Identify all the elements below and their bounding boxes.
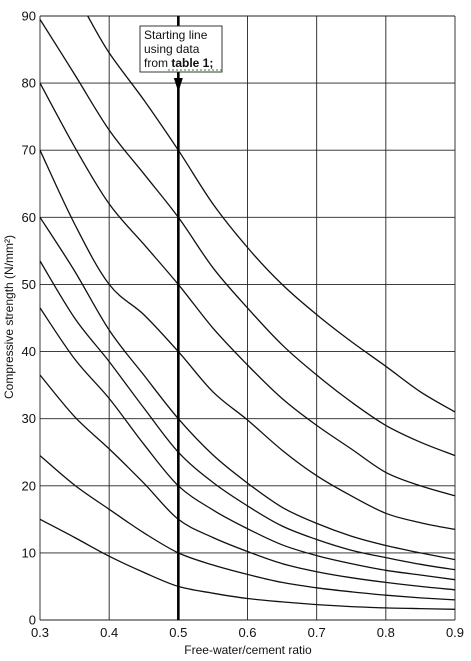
annotation-line-2: using data <box>144 42 200 56</box>
strength-curve-7 <box>39 149 456 531</box>
strength-curve-10 <box>87 15 456 413</box>
annotation-table-reference: table 1; <box>171 56 213 70</box>
x-tick-label: 0.3 <box>31 625 49 640</box>
y-tick-label: 20 <box>22 478 36 493</box>
y-tick-label: 40 <box>22 344 36 359</box>
strength-curves <box>39 15 456 610</box>
y-tick-label: 10 <box>22 545 36 560</box>
strength-curve-2 <box>39 455 456 601</box>
strength-curve-1 <box>39 518 456 610</box>
starting-line <box>173 16 183 620</box>
annotation-prefix: from <box>144 56 171 70</box>
x-tick-label: 0.5 <box>169 625 187 640</box>
strength-curve-3 <box>39 374 456 591</box>
starting-line-arrowhead <box>173 78 183 92</box>
y-axis-label: Compressive strength (N/mm²) <box>2 235 16 399</box>
x-tick-label: 0.8 <box>377 625 395 640</box>
y-tick-label: 90 <box>22 9 36 24</box>
tick-labels: 0.3 0.4 0.5 0.6 0.7 0.8 0.9 0 10 20 30 40 50 60 70 80 90 <box>22 9 465 641</box>
x-axis-label: Free-water/cement ratio <box>184 643 312 657</box>
annotation-line-3: from table 1; <box>144 56 213 70</box>
grid <box>39 15 456 621</box>
strength-curve-6 <box>39 216 456 561</box>
x-tick-label: 0.7 <box>308 625 326 640</box>
annotation-frame <box>139 25 223 73</box>
y-tick-label: 70 <box>22 143 36 158</box>
x-tick-label: 0.9 <box>446 625 464 640</box>
y-tick-label: 0 <box>29 613 36 628</box>
y-tick-label: 50 <box>22 277 36 292</box>
y-tick-label: 80 <box>22 76 36 91</box>
annotation-line-1: Starting line <box>144 28 208 42</box>
y-tick-label: 30 <box>22 411 36 426</box>
annotation-box: Starting line using data from table 1; <box>139 25 223 73</box>
x-tick-label: 0.6 <box>238 625 256 640</box>
y-tick-label: 60 <box>22 210 36 225</box>
strength-curve-9 <box>39 19 456 457</box>
x-tick-label: 0.4 <box>100 625 118 640</box>
strength-curve-4 <box>39 307 456 581</box>
strength-curve-8 <box>39 82 456 497</box>
strength-curve-5 <box>39 260 456 571</box>
